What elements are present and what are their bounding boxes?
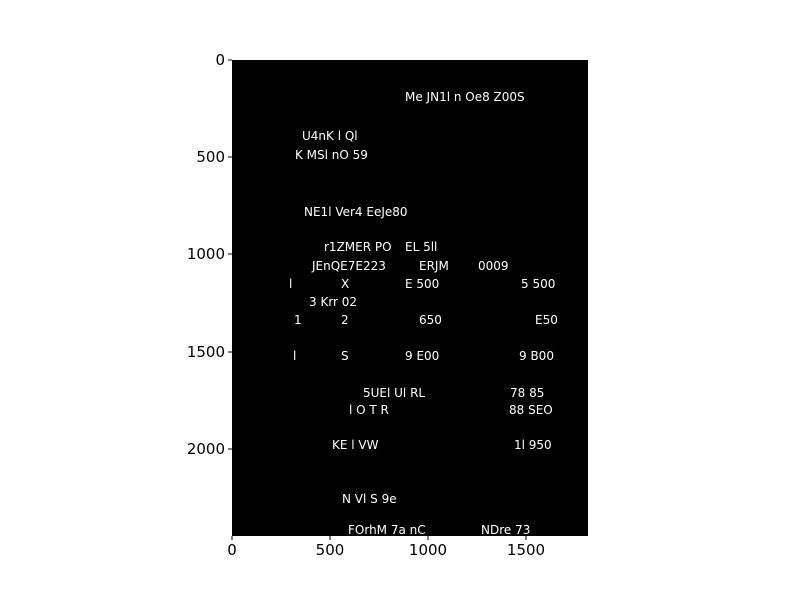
table-cell: KE l VW [332,438,379,452]
doc-line: N Vl S 9e [342,492,397,506]
doc-header: Me JN1l n Oe8 Z00S [405,90,525,104]
table-cell: E50 [535,313,558,327]
table-cell: E 500 [405,277,439,291]
doc-line: ERJM [419,259,449,273]
doc-line: 3 Krr 02 [309,295,357,309]
table-cell: 650 [419,313,442,327]
table-cell: 5 500 [521,277,555,291]
image-text-layer: Me JN1l n Oe8 Z00S U4nK l Ql K MSl nO 59… [289,90,558,537]
table-cell: S [341,349,349,363]
image-area [232,60,588,536]
y-tick-label: 0 [215,51,225,69]
x-tick-label: 1000 [409,541,447,559]
y-tick-label: 1500 [187,343,225,361]
table-cell: l [289,277,292,291]
x-tick-label: 0 [227,541,237,559]
y-axis: 0 500 1000 1500 2000 [187,51,232,458]
table-cell: X [341,277,349,291]
y-tick-label: 2000 [187,440,225,458]
table-cell: 2 [341,313,349,327]
table-cell: 1l 950 [514,438,552,452]
table-cell: 9 E00 [405,349,439,363]
table-cell: 9 B00 [519,349,554,363]
table-cell: l O T R [349,403,389,417]
table-cell: 5UEl Ul RL [363,386,425,400]
doc-line: JEnQE7E223 [311,259,386,273]
x-tick-label: 1500 [507,541,545,559]
x-axis: 0 500 1000 1500 [227,536,545,559]
table-cell: 78 85 [510,386,544,400]
doc-line: U4nK l Ql [302,129,358,143]
doc-line: r1ZMER PO [324,240,392,254]
doc-line: NE1l Ver4 EeJe80 [304,205,408,219]
doc-line: EL 5ll [405,240,437,254]
doc-line: NDre 73 [481,523,530,537]
x-tick-label: 500 [316,541,345,559]
doc-line: K MSl nO 59 [295,148,368,162]
table-cell: 88 SEO [509,403,553,417]
doc-line: FOrhM 7a nC [348,523,426,537]
y-tick-label: 500 [196,148,225,166]
doc-line: 0009 [478,259,509,273]
table-cell: l [293,349,296,363]
y-tick-label: 1000 [187,245,225,263]
table-cell: 1 [294,313,302,327]
